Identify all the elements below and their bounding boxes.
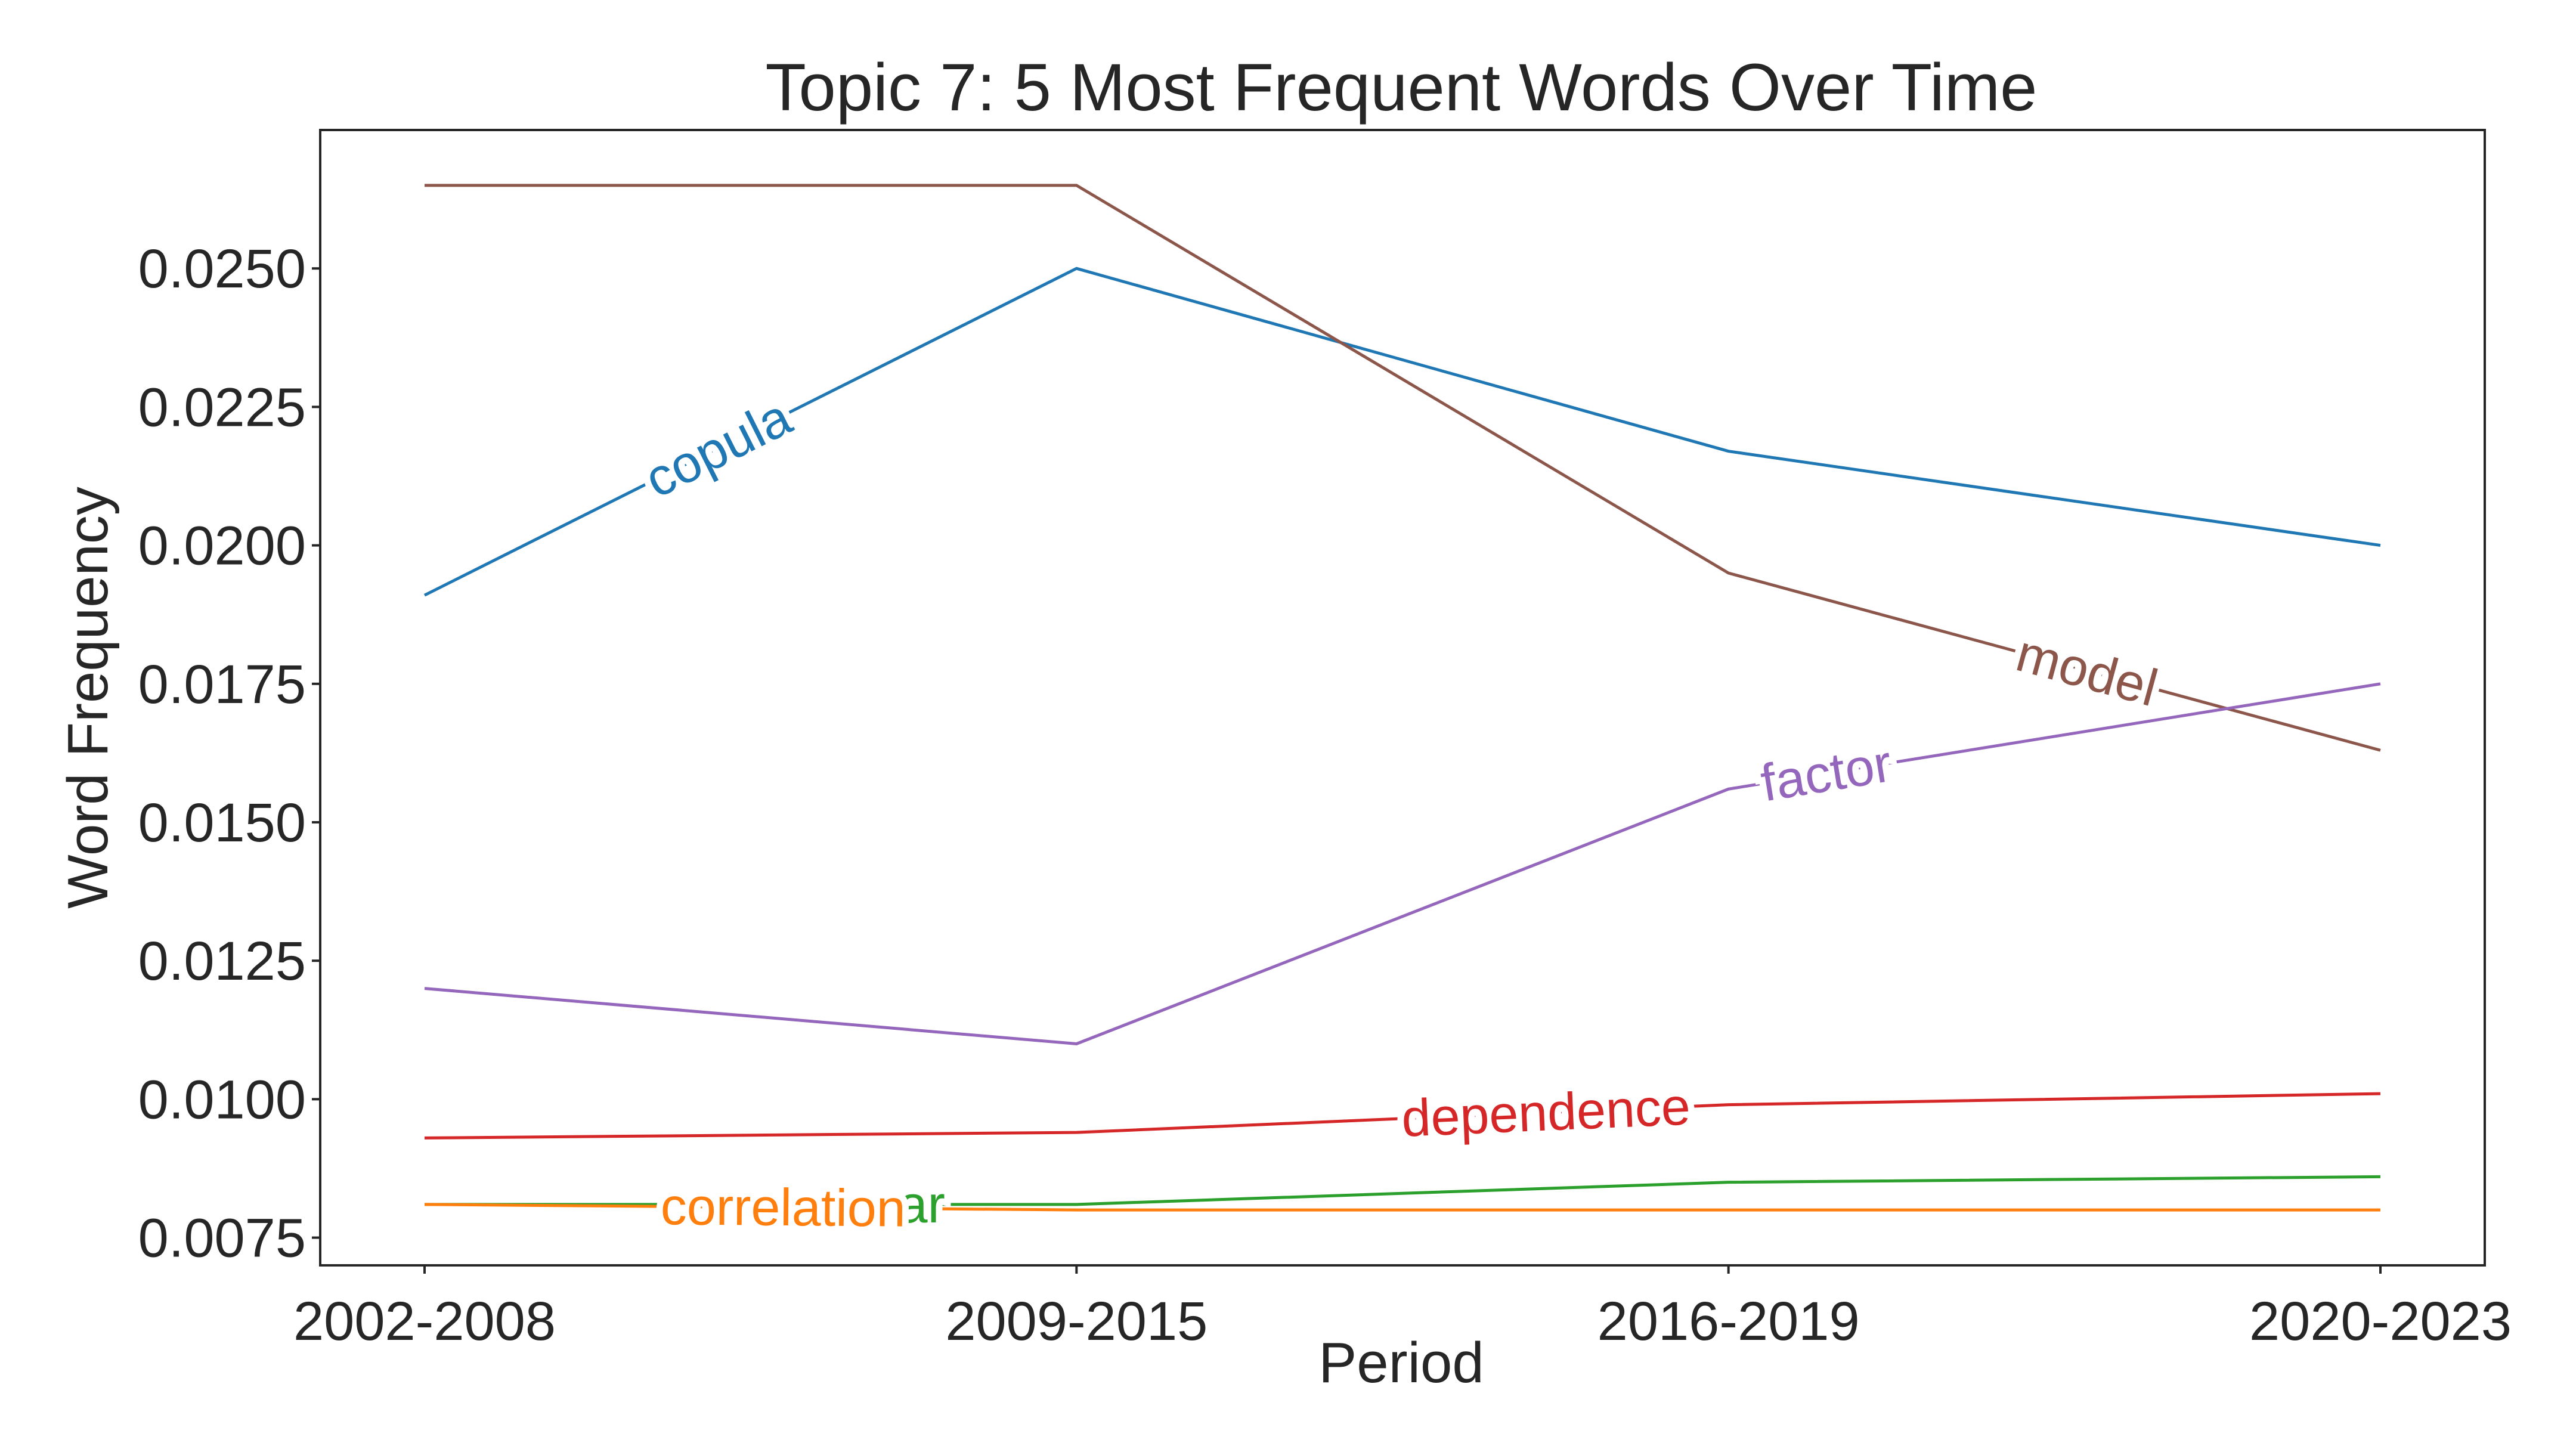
- series-label-halo: covar: [817, 1175, 945, 1234]
- series-line-covar: [425, 1175, 2381, 1206]
- chart-title: Topic 7: 5 Most Frequent Words Over Time: [766, 50, 2038, 125]
- y-tick-label: 0.0125: [138, 931, 306, 992]
- x-axis-label: Period: [1318, 1331, 1484, 1395]
- x-tick-label: 2002-2008: [293, 1291, 556, 1352]
- series-layer: [423, 184, 2381, 1212]
- series-label-halo: correlation: [660, 1176, 906, 1237]
- series-line-dependence: [424, 1092, 2381, 1140]
- series-line-model: [425, 184, 2381, 752]
- y-tick-label: 0.0200: [138, 516, 306, 577]
- y-tick-label: 0.0225: [138, 377, 306, 438]
- x-tick-label: 2016-2019: [1597, 1291, 1860, 1352]
- series-label: correlation: [660, 1176, 906, 1237]
- series-label: dependence: [1400, 1076, 1691, 1147]
- x-axis-ticks: 2002-2008 2009-2015 2016-2019 2020-2023: [293, 1265, 2512, 1352]
- x-tick-label: 2009-2015: [945, 1291, 1208, 1352]
- series-label: covar: [817, 1175, 945, 1234]
- series-line-factor: [424, 682, 2381, 1045]
- plot-frame: [319, 129, 2486, 1267]
- x-tick-label: 2020-2023: [2249, 1291, 2512, 1352]
- y-tick-label: 0.0250: [138, 239, 306, 299]
- y-tick-label: 0.0100: [138, 1069, 306, 1130]
- series-line-correlation: [424, 1203, 2380, 1212]
- y-tick-label: 0.0150: [138, 792, 306, 853]
- y-axis-ticks: 0.0075 0.0100 0.0125 0.0150 0.0175 0.0200 0.02…: [138, 239, 320, 1269]
- y-axis-label: Word Frequency: [56, 487, 120, 909]
- y-tick-label: 0.0175: [138, 654, 306, 715]
- series-line-copula: [423, 267, 2381, 597]
- y-tick-label: 0.0075: [138, 1208, 306, 1269]
